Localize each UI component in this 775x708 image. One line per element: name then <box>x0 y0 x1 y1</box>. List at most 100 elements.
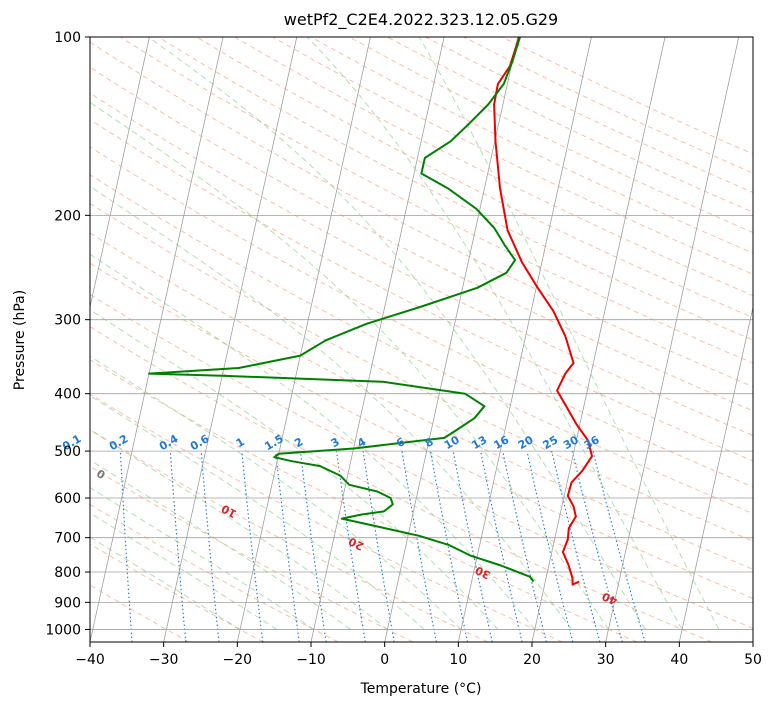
mixing-ratio-line <box>526 450 574 642</box>
moist-adiabat <box>90 355 462 630</box>
isotherm <box>457 37 592 642</box>
dry-adiabat <box>90 359 638 642</box>
dry-adiabat <box>90 293 753 629</box>
mixing-ratio-line <box>200 451 220 642</box>
moist-adiabat <box>90 185 572 630</box>
mixing-ratio-label: 30 <box>561 433 581 452</box>
isotherm <box>163 37 298 642</box>
dry-adiabat <box>90 232 753 570</box>
x-tick-label: −20 <box>223 652 253 668</box>
isotherm <box>236 37 371 642</box>
dry-adiabat-label: 40 <box>600 589 620 607</box>
isotherm <box>90 37 224 642</box>
mixing-ratio-label: 1.5 <box>262 432 285 453</box>
moist-adiabat <box>90 536 241 630</box>
mixing-ratio-label: 3 <box>329 435 342 450</box>
x-axis-label: Temperature (°C) <box>360 681 482 697</box>
mixing-ratio-label: 0.6 <box>188 432 212 453</box>
mixing-ratio-line <box>169 451 187 642</box>
isotherm <box>384 37 519 642</box>
y-tick-label: 1000 <box>45 622 81 638</box>
y-tick-label: 800 <box>54 565 81 581</box>
y-tick-label: 600 <box>54 491 81 507</box>
dry-adiabat <box>463 37 753 174</box>
mixing-ratio-label: 20 <box>516 433 536 452</box>
y-axis: 100 200 300 400 500 600 700 800 900 1000 <box>45 30 90 638</box>
moist-adiabat <box>90 395 425 630</box>
mixing-ratio-line <box>592 450 646 642</box>
x-tick-label: 30 <box>597 652 615 668</box>
dry-adiabat <box>310 37 753 254</box>
moist-adiabat <box>147 37 646 630</box>
y-tick-label: 700 <box>54 531 81 547</box>
moist-adiabat <box>90 512 278 630</box>
moist-adiabat <box>90 487 315 630</box>
dry-adiabat <box>425 37 753 193</box>
dry-adiabat <box>119 37 753 364</box>
x-tick-label: 20 <box>523 652 541 668</box>
mixing-ratio-label: 1 <box>234 435 247 450</box>
x-tick-label: −10 <box>296 652 326 668</box>
mixing-ratio-line <box>274 451 300 642</box>
dry-adiabat <box>90 66 753 412</box>
dry-adiabat <box>90 119 753 462</box>
x-axis: −40 −30 −20 −10 0 10 20 30 40 50 <box>75 642 762 668</box>
mixing-ratio-label: 0.2 <box>107 432 130 453</box>
y-tick-label: 200 <box>54 208 81 224</box>
dry-adiabat <box>90 174 753 515</box>
dry-adiabat <box>90 393 563 642</box>
dry-adiabat <box>234 37 753 297</box>
moist-adiabat <box>418 37 720 630</box>
mixing-ratio-line <box>571 450 623 642</box>
mixing-ratio-line <box>241 451 264 642</box>
isotherm <box>752 640 753 642</box>
moist-adiabat <box>90 101 609 630</box>
y-axis-label: Pressure (hPa) <box>12 290 28 390</box>
x-tick-label: 50 <box>744 652 762 668</box>
dry-adiabat <box>386 37 753 213</box>
mixing-ratio-line <box>502 450 547 642</box>
plot-frame <box>89 36 754 643</box>
mixing-ratio-line <box>429 451 469 642</box>
isotherm <box>310 37 445 642</box>
chart-title: wetPf2_C2E4.2022.323.12.05.G29 <box>284 10 558 30</box>
dry-adiabat <box>90 543 264 642</box>
mixing-ratio-label: 2 <box>292 435 305 450</box>
profile-line <box>493 37 593 586</box>
isopleth-labels: -100-90-80-70-60-50-40-30-20-10010203040… <box>0 430 620 608</box>
y-tick-label: 500 <box>54 444 81 460</box>
y-tick-label: 900 <box>54 595 81 611</box>
dry-adiabat <box>501 37 753 155</box>
dry-adiabat-label: 0 <box>94 466 108 481</box>
y-tick-label: 400 <box>54 387 81 403</box>
mixing-ratio-label: 0.4 <box>157 432 181 453</box>
dry-adiabat <box>90 202 753 542</box>
mixing-ratio-line <box>452 450 493 642</box>
mixing-ratio-label: 16 <box>492 433 512 452</box>
x-tick-label: −30 <box>149 652 179 668</box>
mixing-ratio-line <box>335 451 366 642</box>
mixing-ratio-label: 25 <box>541 433 561 452</box>
moist-adiabat <box>306 37 683 630</box>
dry-adiabat <box>90 41 753 388</box>
dry-adiabat <box>90 503 339 642</box>
dry-adiabat <box>90 146 753 488</box>
series-group <box>148 37 593 586</box>
dry-adiabat <box>90 326 712 642</box>
dry-adiabat <box>90 262 753 599</box>
moist-adiabat <box>90 459 351 630</box>
isotherm <box>605 37 740 642</box>
isotherm <box>0 37 2 642</box>
mixing-ratio-label: 10 <box>442 433 462 452</box>
mixing-ratio-line <box>299 451 327 642</box>
dry-adiabat <box>90 465 414 642</box>
moist-adiabat <box>90 429 388 630</box>
isotherm <box>678 305 753 642</box>
mixing-ratio-line <box>551 450 601 642</box>
x-tick-label: 0 <box>380 652 389 668</box>
dry-adiabat-label: 30 <box>473 563 493 581</box>
x-tick-label: 40 <box>670 652 688 668</box>
dry-adiabat <box>90 584 190 642</box>
mixing-ratio-line <box>480 450 523 642</box>
